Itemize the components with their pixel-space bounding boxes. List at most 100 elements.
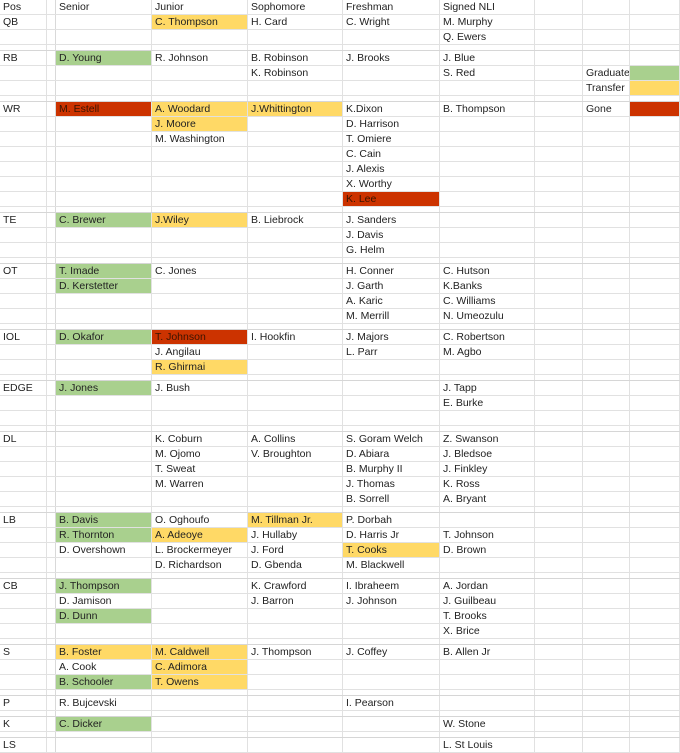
player-cell-nli[interactable] <box>440 162 535 176</box>
empty-cell[interactable] <box>583 192 630 206</box>
player-cell-freshman[interactable]: G. Helm <box>343 243 440 257</box>
empty-cell[interactable] <box>47 381 56 395</box>
position-cell[interactable] <box>0 294 47 308</box>
empty-cell[interactable] <box>47 51 56 65</box>
empty-cell[interactable] <box>535 117 583 131</box>
player-cell-senior[interactable] <box>56 462 152 476</box>
player-cell-sophomore[interactable]: H. Card <box>248 15 343 29</box>
empty-cell[interactable] <box>47 447 56 461</box>
legend-swatch[interactable] <box>630 81 680 95</box>
player-cell-freshman[interactable]: C. Wright <box>343 15 440 29</box>
position-cell[interactable]: IOL <box>0 330 47 344</box>
empty-cell[interactable] <box>583 243 630 257</box>
empty-cell[interactable] <box>56 573 152 578</box>
empty-cell[interactable] <box>630 711 680 716</box>
empty-cell[interactable] <box>47 528 56 542</box>
empty-cell[interactable] <box>248 507 343 512</box>
player-cell-senior[interactable] <box>56 30 152 44</box>
empty-cell[interactable] <box>630 213 680 227</box>
player-cell-freshman[interactable] <box>343 360 440 374</box>
empty-cell[interactable] <box>583 132 630 146</box>
player-cell-sophomore[interactable] <box>248 162 343 176</box>
player-cell-freshman[interactable]: J. Davis <box>343 228 440 242</box>
empty-cell[interactable] <box>47 96 56 101</box>
player-cell-sophomore[interactable] <box>248 147 343 161</box>
player-cell-nli[interactable]: A. Jordan <box>440 579 535 593</box>
empty-cell[interactable] <box>47 243 56 257</box>
empty-cell[interactable] <box>583 375 630 380</box>
empty-cell[interactable] <box>630 330 680 344</box>
player-cell-junior[interactable]: C. Jones <box>152 264 248 278</box>
player-cell-nli[interactable] <box>440 360 535 374</box>
empty-cell[interactable] <box>630 30 680 44</box>
player-cell-sophomore[interactable] <box>248 192 343 206</box>
player-cell-sophomore[interactable]: V. Broughton <box>248 447 343 461</box>
player-cell-senior[interactable]: A. Cook <box>56 660 152 674</box>
empty-cell[interactable] <box>583 213 630 227</box>
empty-cell[interactable] <box>152 207 248 212</box>
empty-cell[interactable] <box>583 330 630 344</box>
empty-cell[interactable] <box>535 558 583 572</box>
empty-cell[interactable] <box>343 375 440 380</box>
empty-cell[interactable] <box>440 573 535 578</box>
empty-cell[interactable] <box>440 732 535 737</box>
empty-cell[interactable] <box>248 426 343 431</box>
empty-cell[interactable] <box>630 609 680 623</box>
player-cell-nli[interactable] <box>440 558 535 572</box>
empty-cell[interactable] <box>583 264 630 278</box>
player-cell-junior[interactable] <box>152 396 248 410</box>
player-cell-senior[interactable]: B. Foster <box>56 645 152 659</box>
player-cell-nli[interactable]: K.Banks <box>440 279 535 293</box>
empty-cell[interactable] <box>630 162 680 176</box>
player-cell-freshman[interactable]: P. Dorbah <box>343 513 440 527</box>
player-cell-freshman[interactable]: T. Cooks <box>343 543 440 557</box>
empty-cell[interactable] <box>535 243 583 257</box>
player-cell-freshman[interactable]: T. Omiere <box>343 132 440 146</box>
empty-cell[interactable] <box>583 660 630 674</box>
empty-cell[interactable] <box>630 477 680 491</box>
empty-cell[interactable] <box>47 660 56 674</box>
player-cell-freshman[interactable]: D. Harris Jr <box>343 528 440 542</box>
player-cell-nli[interactable] <box>440 411 535 425</box>
empty-cell[interactable] <box>630 375 680 380</box>
position-cell[interactable] <box>0 66 47 80</box>
player-cell-freshman[interactable]: M. Blackwell <box>343 558 440 572</box>
player-cell-sophomore[interactable] <box>248 609 343 623</box>
position-cell[interactable]: QB <box>0 15 47 29</box>
player-cell-freshman[interactable]: J. Garth <box>343 279 440 293</box>
empty-cell[interactable] <box>440 711 535 716</box>
player-cell-senior[interactable]: D. Young <box>56 51 152 65</box>
empty-cell[interactable] <box>583 426 630 431</box>
player-cell-freshman[interactable] <box>343 660 440 674</box>
empty-cell[interactable] <box>535 675 583 689</box>
player-cell-freshman[interactable]: D. Harrison <box>343 117 440 131</box>
player-cell-junior[interactable]: M. Warren <box>152 477 248 491</box>
empty-cell[interactable] <box>0 324 47 329</box>
player-cell-nli[interactable]: C. Hutson <box>440 264 535 278</box>
empty-cell[interactable] <box>0 507 47 512</box>
empty-cell[interactable] <box>535 66 583 80</box>
player-cell-freshman[interactable]: J. Johnson <box>343 594 440 608</box>
empty-cell[interactable] <box>583 579 630 593</box>
empty-cell[interactable] <box>47 330 56 344</box>
empty-cell[interactable] <box>535 543 583 557</box>
player-cell-junior[interactable]: O. Oghoufo <box>152 513 248 527</box>
empty-cell[interactable] <box>47 66 56 80</box>
position-cell[interactable]: OT <box>0 264 47 278</box>
empty-cell[interactable] <box>630 360 680 374</box>
player-cell-freshman[interactable]: J. Coffey <box>343 645 440 659</box>
empty-cell[interactable] <box>47 738 56 752</box>
player-cell-senior[interactable]: D. Kerstetter <box>56 279 152 293</box>
empty-cell[interactable] <box>47 30 56 44</box>
empty-cell[interactable] <box>47 309 56 323</box>
empty-cell[interactable] <box>630 624 680 638</box>
empty-cell[interactable] <box>56 375 152 380</box>
empty-cell[interactable] <box>630 411 680 425</box>
player-cell-nli[interactable]: C. Williams <box>440 294 535 308</box>
empty-cell[interactable] <box>583 96 630 101</box>
empty-cell[interactable] <box>152 690 248 695</box>
empty-cell[interactable] <box>630 543 680 557</box>
empty-cell[interactable] <box>583 513 630 527</box>
player-cell-senior[interactable]: C. Dicker <box>56 717 152 731</box>
player-cell-freshman[interactable] <box>343 396 440 410</box>
